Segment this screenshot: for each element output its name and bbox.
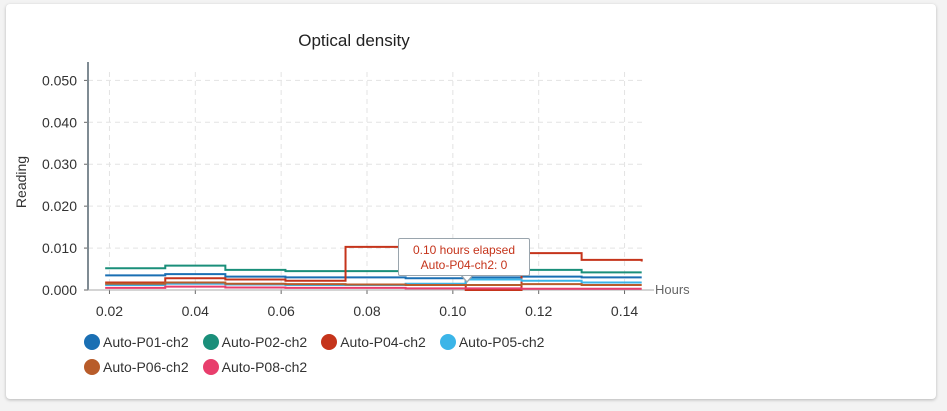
legend-swatch <box>439 334 456 350</box>
legend-swatch <box>202 334 219 350</box>
legend-label: Auto-P04-ch2 <box>340 334 426 350</box>
legend-label: Auto-P08-ch2 <box>221 359 308 375</box>
optical-density-chart: 0.000 0.010 0.020 0.030 0.040 0.050 0.02 0.04 0.… <box>13 31 690 319</box>
grid <box>88 72 646 291</box>
tooltip-arrow-inner <box>461 274 473 281</box>
x-tick-label: 0.14 <box>611 303 638 319</box>
series-line-auto-p08-ch2 <box>105 285 642 290</box>
legend-swatch <box>321 334 338 350</box>
x-tick-label: 0.08 <box>353 303 380 319</box>
series-line-auto-p06-ch2 <box>105 281 642 286</box>
y-tick-label: 0.000 <box>42 282 77 298</box>
legend-item-auto-p01-ch2[interactable]: Auto-P01-ch2 <box>84 334 189 350</box>
axes: 0.000 0.010 0.020 0.030 0.040 0.050 0.02 0.04 0.… <box>42 62 654 319</box>
x-tick-label: 0.02 <box>96 303 123 319</box>
legend-swatch <box>84 334 100 350</box>
legend: Auto-P01-ch2 Auto-P02-ch2 Auto-P04-ch2 Auto… <box>84 334 604 375</box>
y-axis-label: Reading <box>13 156 29 208</box>
y-tick-label: 0.040 <box>42 114 77 130</box>
legend-label: Auto-P06-ch2 <box>103 359 189 375</box>
legend-item-auto-p04-ch2[interactable]: Auto-P04-ch2 <box>321 334 426 350</box>
x-tick-label: 0.10 <box>439 303 466 319</box>
chart-card: 0.000 0.010 0.020 0.030 0.040 0.050 0.02 0.04 0.… <box>6 4 936 399</box>
y-tick-label: 0.020 <box>42 198 77 214</box>
legend-label: Auto-P05-ch2 <box>458 334 545 350</box>
y-tick-label: 0.010 <box>42 240 77 256</box>
x-tick-label: 0.12 <box>525 303 552 319</box>
series-line-auto-p01-ch2 <box>105 273 642 280</box>
legend-swatch <box>84 359 100 375</box>
y-tick-label: 0.030 <box>42 156 77 172</box>
legend-label: Auto-P01-ch2 <box>103 334 189 350</box>
chart-title: Optical density <box>298 31 410 50</box>
x-tick-label: 0.04 <box>182 303 209 319</box>
legend-swatch <box>202 359 219 375</box>
legend-item-auto-p02-ch2[interactable]: Auto-P02-ch2 <box>202 334 308 350</box>
legend-item-auto-p06-ch2[interactable]: Auto-P06-ch2 <box>84 359 189 375</box>
legend-item-auto-p05-ch2[interactable]: Auto-P05-ch2 <box>439 334 545 350</box>
chart-tooltip: 0.10 hours elapsed Auto-P04-ch2: 0 <box>398 238 530 276</box>
legend-label: Auto-P02-ch2 <box>221 334 308 350</box>
x-tick-label: 0.06 <box>268 303 295 319</box>
tooltip-time: 0.10 hours elapsed <box>412 243 516 257</box>
series-lines <box>105 245 643 291</box>
x-axis-label: Hours <box>655 282 690 297</box>
y-tick-label: 0.050 <box>42 72 77 88</box>
tooltip-value: Auto-P04-ch2: 0 <box>420 258 508 272</box>
series-line-auto-p02-ch2 <box>105 264 642 275</box>
legend-item-auto-p08-ch2[interactable]: Auto-P08-ch2 <box>202 359 308 375</box>
